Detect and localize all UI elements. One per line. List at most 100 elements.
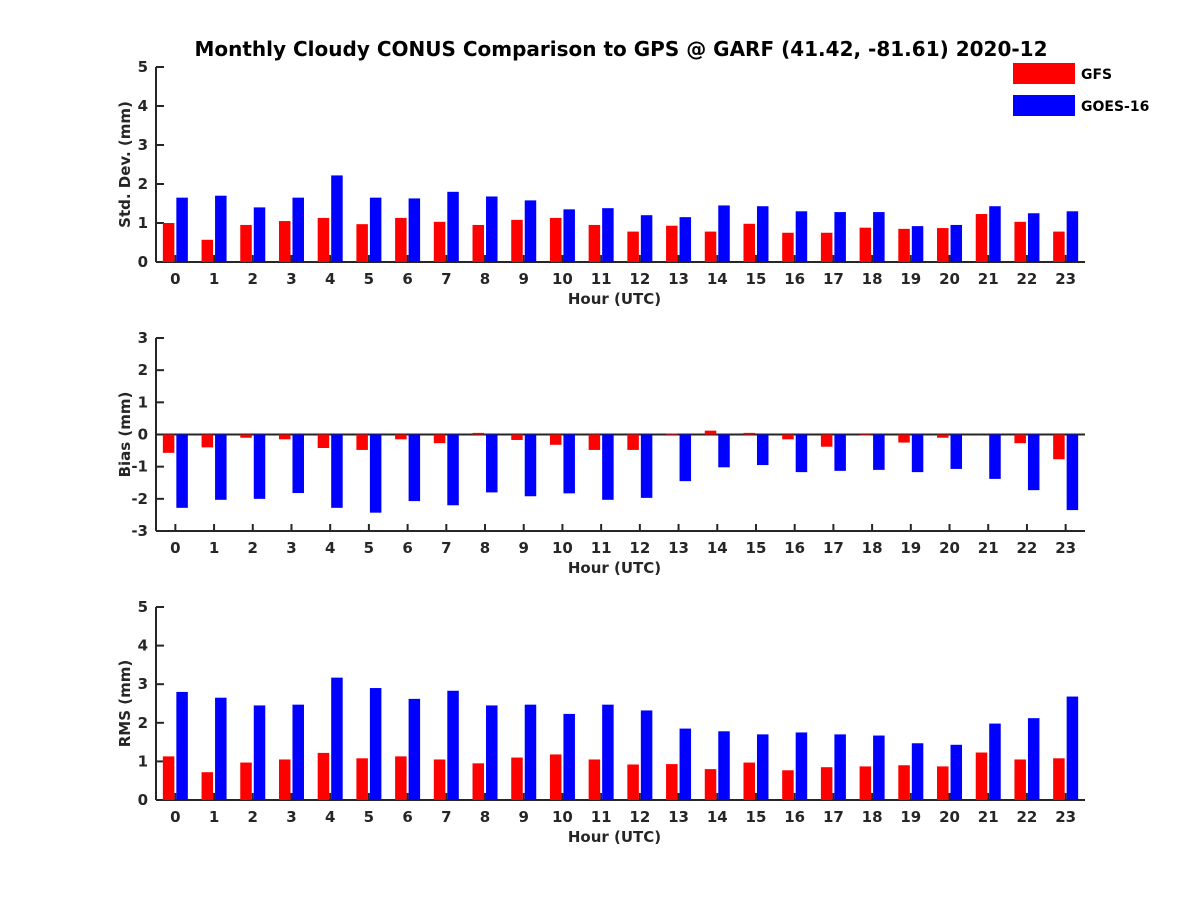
bar <box>666 764 678 800</box>
x-tick-label: 6 <box>402 270 412 288</box>
x-tick-label: 14 <box>707 808 728 826</box>
bar <box>937 228 949 262</box>
bar <box>395 434 407 440</box>
bar <box>292 197 304 262</box>
x-tick-label: 11 <box>591 808 612 826</box>
x-tick-label: 12 <box>629 539 650 557</box>
bar <box>834 434 846 471</box>
x-tick-label: 2 <box>248 270 258 288</box>
bar <box>162 223 175 262</box>
bar <box>718 205 730 262</box>
bar <box>524 704 537 800</box>
bar <box>588 224 601 262</box>
bar <box>563 209 575 262</box>
bar <box>447 690 459 800</box>
bar <box>563 713 575 800</box>
bar <box>549 434 562 445</box>
bar <box>782 434 794 440</box>
bar <box>1014 759 1026 800</box>
x-tick-label: 18 <box>862 808 883 826</box>
bar <box>472 224 485 262</box>
x-tick-label: 0 <box>170 270 180 288</box>
x-tick-label: 4 <box>325 539 335 557</box>
bar <box>679 217 692 262</box>
bar <box>718 731 730 800</box>
bar <box>795 211 808 262</box>
bar <box>718 434 730 468</box>
bar <box>162 756 175 800</box>
bar <box>253 705 266 800</box>
bar <box>834 734 846 800</box>
bar <box>627 764 639 800</box>
x-tick-label: 5 <box>364 808 374 826</box>
bar <box>950 434 963 469</box>
bar <box>356 758 368 800</box>
x-tick-label: 14 <box>707 539 728 557</box>
bar <box>331 175 343 262</box>
y-tick-label: 2 <box>138 714 148 732</box>
y-axis-label: RMS (mm) <box>116 660 134 747</box>
x-tick-label: 7 <box>441 270 451 288</box>
bar <box>215 195 227 262</box>
bar <box>756 734 769 800</box>
bar <box>176 197 188 262</box>
bar <box>253 207 266 262</box>
bar <box>859 766 872 800</box>
bar <box>369 688 382 800</box>
bar <box>989 206 1001 262</box>
x-tick-label: 19 <box>900 270 921 288</box>
series-goes-16 <box>176 175 1079 262</box>
bar <box>795 732 808 800</box>
bar <box>873 735 885 800</box>
bar <box>989 434 1001 479</box>
y-tick-label: 0 <box>138 791 148 809</box>
x-tick-label: 2 <box>248 539 258 557</box>
bar <box>331 434 343 508</box>
x-tick-label: 8 <box>480 808 490 826</box>
legend-swatch <box>1013 95 1075 116</box>
bar <box>950 224 963 262</box>
bar <box>834 212 846 262</box>
x-tick-label: 10 <box>552 808 573 826</box>
bar <box>898 228 910 262</box>
bar <box>278 759 291 800</box>
bar <box>1066 211 1079 262</box>
x-tick-label: 1 <box>209 270 219 288</box>
bar <box>1014 221 1026 262</box>
series-gfs <box>162 752 1065 800</box>
x-tick-label: 12 <box>629 270 650 288</box>
x-tick-label: 22 <box>1017 808 1038 826</box>
x-tick-label: 18 <box>862 270 883 288</box>
x-tick-label: 1 <box>209 539 219 557</box>
bar <box>911 434 924 473</box>
x-tick-label: 19 <box>900 539 921 557</box>
x-tick-label: 21 <box>978 539 999 557</box>
bar <box>369 197 382 262</box>
x-tick-label: 16 <box>784 539 805 557</box>
bar <box>898 765 910 800</box>
bar <box>743 762 755 800</box>
bar <box>756 434 769 466</box>
series-goes-16 <box>176 434 1079 513</box>
bar <box>704 430 717 435</box>
bar <box>795 434 808 473</box>
bar <box>253 434 266 499</box>
bar <box>549 217 562 262</box>
x-tick-label: 4 <box>325 270 335 288</box>
bar <box>369 434 382 513</box>
bar <box>317 752 330 800</box>
bar <box>176 434 188 508</box>
x-tick-label: 9 <box>519 270 529 288</box>
series-gfs <box>162 430 1065 460</box>
x-tick-label: 3 <box>286 808 296 826</box>
bar <box>447 434 459 506</box>
x-tick-label: 21 <box>978 270 999 288</box>
bar <box>975 752 988 800</box>
x-tick-label: 15 <box>746 539 767 557</box>
bar <box>911 743 924 800</box>
x-tick-label: 15 <box>746 808 767 826</box>
y-tick-label: 2 <box>138 175 148 193</box>
x-axis-label: Hour (UTC) <box>568 828 661 846</box>
